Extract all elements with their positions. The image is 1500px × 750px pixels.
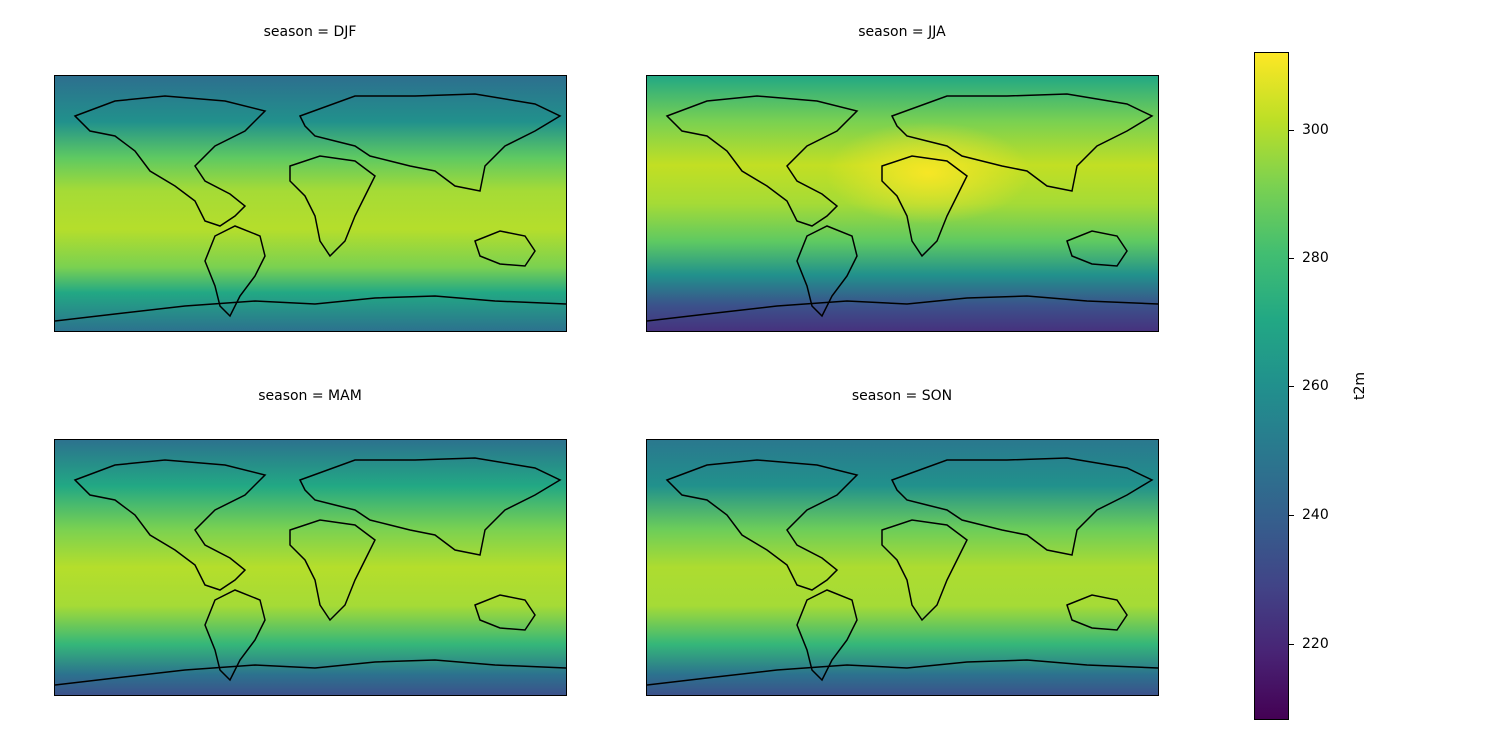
hot-region xyxy=(647,76,1158,331)
colorbar-tick-label-280: 280 xyxy=(1302,250,1329,266)
panel-title-jja: season = JJA xyxy=(858,24,946,40)
colorbar xyxy=(1254,52,1289,720)
map-jja xyxy=(646,75,1159,332)
map-djf-svg xyxy=(55,76,566,331)
panel-title-djf: season = DJF xyxy=(263,24,357,40)
map-son xyxy=(646,439,1159,696)
coastlines xyxy=(55,93,566,322)
colorbar-tick xyxy=(1288,515,1294,516)
colorbar-tick-label-220: 220 xyxy=(1302,636,1329,652)
coastlines xyxy=(647,93,1158,322)
panel-title-son: season = SON xyxy=(851,388,953,404)
colorbar-label: t2m xyxy=(1352,371,1368,401)
map-mam-svg xyxy=(55,440,566,695)
colorbar-tick-label-260: 260 xyxy=(1302,378,1329,394)
coastlines xyxy=(647,457,1158,686)
colorbar-tick xyxy=(1288,130,1294,131)
map-jja-svg xyxy=(647,76,1158,331)
colorbar-tick xyxy=(1288,386,1294,387)
temperature-field xyxy=(647,440,1158,695)
coastlines xyxy=(55,457,566,686)
colorbar-tick-label-240: 240 xyxy=(1302,507,1329,523)
map-mam xyxy=(54,439,567,696)
colorbar-tick-label-300: 300 xyxy=(1302,122,1329,138)
temperature-field xyxy=(55,76,566,331)
map-djf xyxy=(54,75,567,332)
colorbar-tick xyxy=(1288,258,1294,259)
map-son-svg xyxy=(647,440,1158,695)
temperature-field xyxy=(55,440,566,695)
colorbar-tick xyxy=(1288,644,1294,645)
panel-title-mam: season = MAM xyxy=(258,388,362,404)
